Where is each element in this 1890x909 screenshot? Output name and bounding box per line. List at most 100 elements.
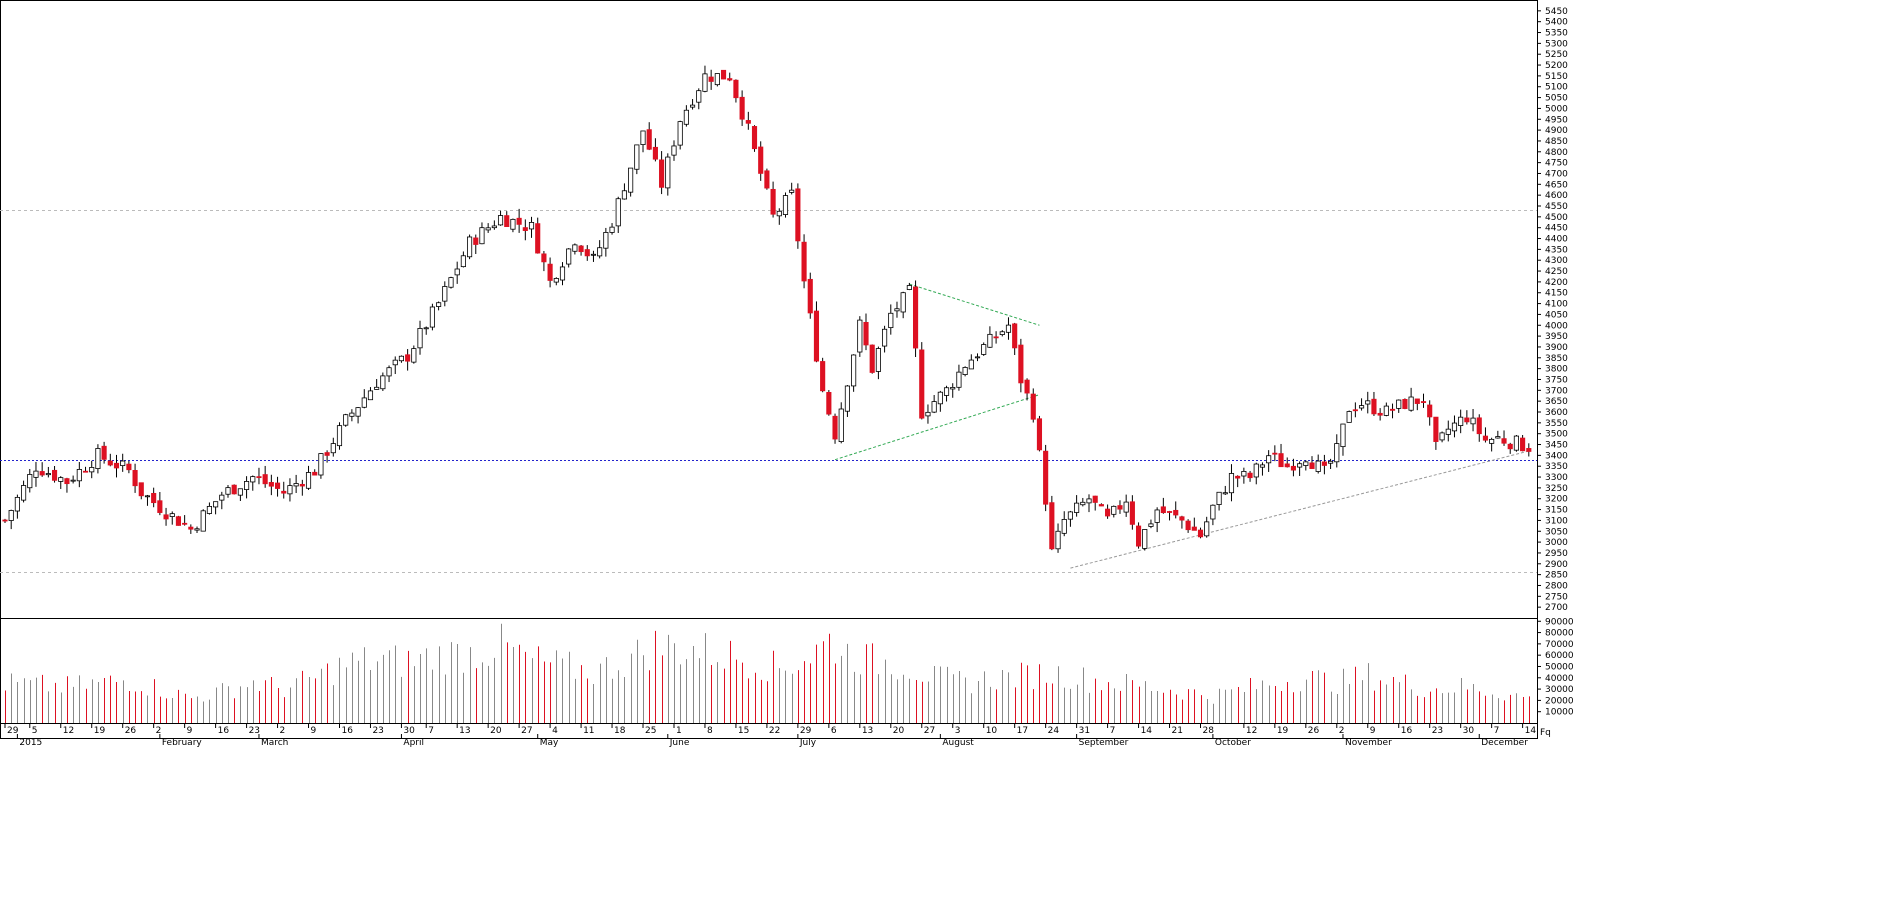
candle-body <box>1154 509 1160 523</box>
date-tick-label: 25 <box>645 726 656 736</box>
candle-body <box>120 460 126 467</box>
candle-body <box>14 496 20 512</box>
candle-body <box>1018 344 1024 384</box>
candle-body <box>256 476 262 479</box>
date-tick-label: 23 <box>372 726 383 736</box>
price-tick-label: 3750 <box>1545 375 1568 385</box>
candle-body <box>1458 416 1464 426</box>
candle-body <box>621 190 628 200</box>
candle-body <box>231 484 237 495</box>
candle-body <box>813 310 820 362</box>
price-tick-label: 4550 <box>1545 202 1568 212</box>
candle-body <box>659 159 665 188</box>
candle-body <box>1495 436 1501 439</box>
candle-body <box>163 514 169 520</box>
candle-body <box>894 308 900 312</box>
date-tick-label: 18 <box>614 726 626 736</box>
price-tick-label: 4100 <box>1545 300 1568 310</box>
date-tick-label: 31 <box>1079 726 1090 736</box>
candle-body <box>1005 324 1012 333</box>
candle-body <box>305 472 312 489</box>
price-tick-label: 4450 <box>1545 224 1568 234</box>
candle-body <box>213 501 219 508</box>
candle-body <box>504 215 510 227</box>
price-tick-label: 4700 <box>1545 169 1568 179</box>
candle-body <box>528 221 535 230</box>
candle-body <box>1241 470 1247 477</box>
candle-body <box>392 359 398 366</box>
candle-body <box>82 470 89 473</box>
candle-body <box>188 526 194 530</box>
candle-body <box>287 485 293 495</box>
candle-body <box>1408 396 1414 411</box>
candle-body <box>1086 498 1092 504</box>
month-label: August <box>942 738 974 748</box>
candle-body <box>27 474 33 489</box>
date-tick-label: 16 <box>341 726 353 736</box>
candle-body <box>634 144 640 170</box>
candle-body <box>516 217 522 225</box>
candle-body <box>1216 491 1222 505</box>
candle-body <box>751 126 758 150</box>
candle-body <box>931 401 937 413</box>
candle-body <box>157 500 163 513</box>
candlesticks <box>2 65 1532 553</box>
candle-body <box>429 306 435 328</box>
candle-body <box>690 104 696 108</box>
candle-body <box>144 495 151 498</box>
price-tick-label: 4400 <box>1545 235 1568 245</box>
candle-body <box>1309 462 1315 469</box>
date-tick-label: 7 <box>1494 726 1500 736</box>
candle-body <box>665 156 671 189</box>
candle-body <box>39 471 45 476</box>
price-tick-label: 4050 <box>1545 310 1568 320</box>
date-tick-label: 12 <box>63 726 74 736</box>
candle-body <box>312 471 318 476</box>
price-tick-label: 2700 <box>1545 603 1568 613</box>
candle-body <box>1259 464 1266 468</box>
price-tick-label: 5150 <box>1545 72 1568 82</box>
candle-body <box>807 278 813 314</box>
candle-body <box>1396 399 1402 409</box>
candle-body <box>361 397 367 408</box>
month-label: October <box>1215 738 1251 748</box>
price-tick-label: 3800 <box>1545 365 1568 375</box>
candle-body <box>981 344 987 355</box>
candle-body <box>1445 428 1451 435</box>
volume-tick-label: 40000 <box>1545 674 1574 684</box>
candle-body <box>1210 504 1216 520</box>
date-tick-label: 17 <box>1017 726 1028 736</box>
candle-body <box>1235 475 1241 479</box>
candle-body <box>343 414 349 426</box>
price-tick-label: 3100 <box>1545 516 1568 526</box>
candle-body <box>58 477 64 482</box>
date-tick-label: 19 <box>94 726 106 736</box>
price-tick-label: 3850 <box>1545 354 1568 364</box>
price-tick-label: 4150 <box>1545 289 1568 299</box>
price-tick-label: 5000 <box>1545 104 1568 114</box>
candle-body <box>1129 501 1135 525</box>
candle-body <box>993 336 999 339</box>
candle-body <box>1012 323 1018 349</box>
price-tick-label: 4300 <box>1545 256 1568 266</box>
candle-body <box>299 483 305 487</box>
candle-body <box>566 248 572 265</box>
date-tick-label: 15 <box>738 726 749 736</box>
price-tick-label: 3650 <box>1545 397 1568 407</box>
candle-body <box>535 223 541 254</box>
candle-body <box>95 448 101 469</box>
candle-body <box>436 302 442 307</box>
candle-body <box>572 244 578 252</box>
candle-body <box>1414 398 1420 404</box>
candle-body <box>745 120 751 124</box>
price-tick-label: 5400 <box>1545 18 1568 28</box>
date-tick-label: 8 <box>707 726 713 736</box>
candle-body <box>1489 438 1495 444</box>
date-tick-label: 7 <box>1110 726 1116 736</box>
date-tick-label: 29 <box>800 726 812 736</box>
month-label: April <box>403 738 424 748</box>
candle-body <box>1328 460 1334 464</box>
candle-body <box>1148 523 1154 527</box>
candle-body <box>956 371 962 388</box>
